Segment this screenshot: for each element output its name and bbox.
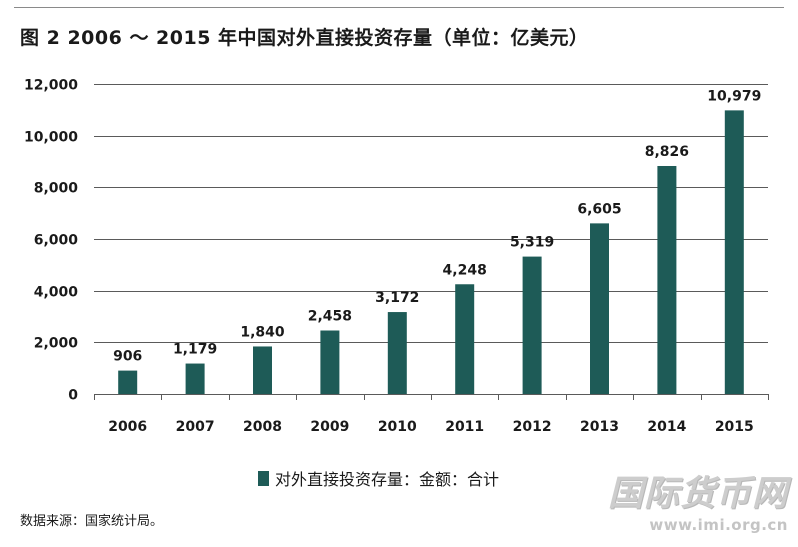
title-rule bbox=[14, 7, 784, 8]
y-tick-label: 0 bbox=[68, 388, 78, 404]
y-tick-label: 2,000 bbox=[34, 336, 79, 352]
legend: 对外直接投资存量：金额：合计 bbox=[258, 466, 499, 490]
data-label: 2,458 bbox=[308, 309, 352, 325]
data-label: 906 bbox=[113, 349, 142, 365]
bar bbox=[455, 284, 475, 394]
bar bbox=[657, 165, 677, 394]
x-axis-ticks: 2006 2007 2008 2009 2010 2011 2012 2013 2014 2015 bbox=[94, 394, 769, 435]
data-label: 1,179 bbox=[173, 342, 217, 358]
data-label: 10,979 bbox=[707, 88, 761, 104]
bar bbox=[118, 370, 138, 394]
y-tick-label: 6,000 bbox=[34, 233, 79, 249]
data-labels: 906 1,179 1,840 2,458 3,172 4,248 5,319 6,605 8,… bbox=[113, 88, 761, 364]
x-tick-label: 2009 bbox=[310, 419, 349, 435]
x-tick-label: 2011 bbox=[445, 419, 484, 435]
source-note: 数据来源：国家统计局。 bbox=[20, 514, 164, 529]
watermark: 国际货币网 www.imi.org.cn bbox=[608, 474, 788, 544]
bars bbox=[118, 110, 744, 395]
legend-label: 对外直接投资存量：金额：合计 bbox=[275, 470, 500, 489]
x-tick-label: 2006 bbox=[108, 419, 147, 435]
bar bbox=[387, 312, 407, 394]
x-tick-label: 2012 bbox=[513, 419, 552, 435]
y-tick-label: 10,000 bbox=[24, 130, 78, 146]
y-axis-ticks: 0 2,000 4,000 6,000 8,000 10,000 12,000 bbox=[24, 78, 78, 404]
bar bbox=[522, 256, 542, 394]
page-title: 图 2 2006 ～ 2015 年中国对外直接投资存量（单位：亿美元） bbox=[20, 27, 589, 49]
bar bbox=[320, 330, 340, 394]
data-label: 6,605 bbox=[577, 201, 621, 217]
legend-swatch bbox=[258, 470, 269, 486]
x-tick-label: 2007 bbox=[176, 419, 215, 435]
x-tick-label: 2008 bbox=[243, 419, 282, 435]
x-tick-label: 2010 bbox=[378, 419, 417, 435]
grid-lines bbox=[94, 84, 768, 395]
bar bbox=[185, 363, 205, 394]
x-tick-label: 2015 bbox=[715, 419, 754, 435]
bar bbox=[590, 223, 609, 394]
data-label: 3,172 bbox=[375, 290, 419, 306]
y-tick-label: 12,000 bbox=[24, 78, 78, 94]
watermark-logo: 国际货币网 bbox=[608, 473, 789, 514]
bar bbox=[253, 346, 272, 394]
y-tick-label: 8,000 bbox=[34, 181, 79, 197]
x-tick-label: 2014 bbox=[647, 419, 686, 435]
data-label: 8,826 bbox=[645, 144, 689, 160]
watermark-url: www.imi.org.cn bbox=[649, 516, 788, 534]
data-label: 1,840 bbox=[240, 324, 285, 340]
y-tick-label: 4,000 bbox=[34, 285, 79, 301]
bar bbox=[724, 110, 744, 395]
x-tick-label: 2013 bbox=[580, 419, 619, 435]
data-label: 5,319 bbox=[510, 235, 554, 251]
data-label: 4,248 bbox=[443, 262, 487, 278]
